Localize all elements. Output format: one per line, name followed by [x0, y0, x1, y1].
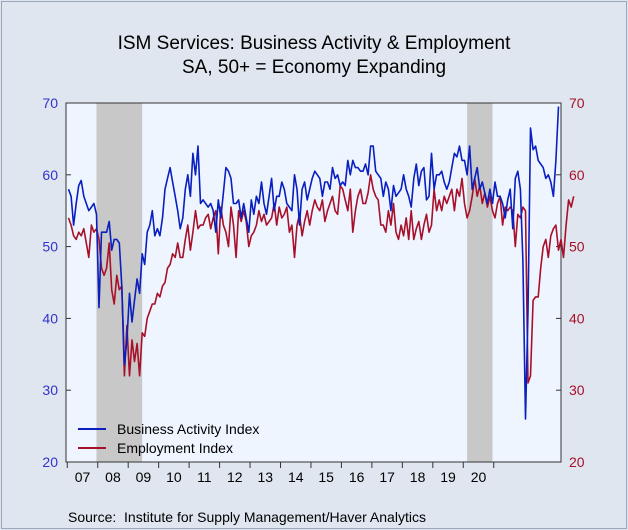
x-tick-label: 20	[471, 469, 487, 485]
left-tick-label: 50	[42, 239, 58, 255]
right-tick-label: 60	[569, 167, 585, 183]
x-tick-label: 17	[379, 469, 395, 485]
x-tick-label: 12	[227, 469, 243, 485]
x-tick-label: 07	[75, 469, 91, 485]
left-tick-label: 40	[42, 310, 58, 326]
left-tick-label: 30	[42, 382, 58, 398]
series-line	[67, 106, 560, 420]
series-lines	[67, 106, 575, 420]
right-tick-label: 70	[569, 95, 585, 111]
legend: Business Activity Index Employment Index	[78, 421, 259, 456]
right-tick-label: 50	[569, 239, 585, 255]
plot-border	[65, 102, 562, 463]
axes: 20 20 30 30 40 40 50 50 60 60 70 70 07 08 09 10 11 12 13 14…	[42, 95, 584, 485]
legend-label: Business Activity Index	[117, 421, 259, 437]
x-tick-label: 16	[349, 469, 365, 485]
chart-title: ISM Services: Business Activity & Employ…	[117, 33, 511, 54]
right-tick-label: 40	[569, 310, 585, 326]
x-tick-label: 08	[105, 469, 121, 485]
chart-subtitle: SA, 50+ = Economy Expanding	[181, 57, 447, 78]
series-line	[67, 174, 575, 384]
x-tick-label: 11	[197, 469, 212, 485]
right-tick-label: 30	[569, 382, 585, 398]
x-tick-label: 10	[166, 469, 182, 485]
recession-band	[96, 103, 143, 462]
x-tick-label: 14	[288, 469, 304, 485]
left-tick-label: 60	[42, 167, 58, 183]
x-tick-label: 19	[440, 469, 456, 485]
right-tick-label: 20	[569, 454, 585, 470]
source-note: Source: Institute for Supply Management/…	[68, 509, 426, 525]
legend-label: Employment Index	[117, 440, 233, 456]
left-tick-label: 70	[42, 95, 58, 111]
x-tick-label: 15	[318, 469, 334, 485]
x-tick-label: 18	[410, 469, 426, 485]
left-tick-label: 20	[42, 454, 58, 470]
x-tick-label: 13	[257, 469, 273, 485]
x-tick-label: 09	[136, 469, 152, 485]
